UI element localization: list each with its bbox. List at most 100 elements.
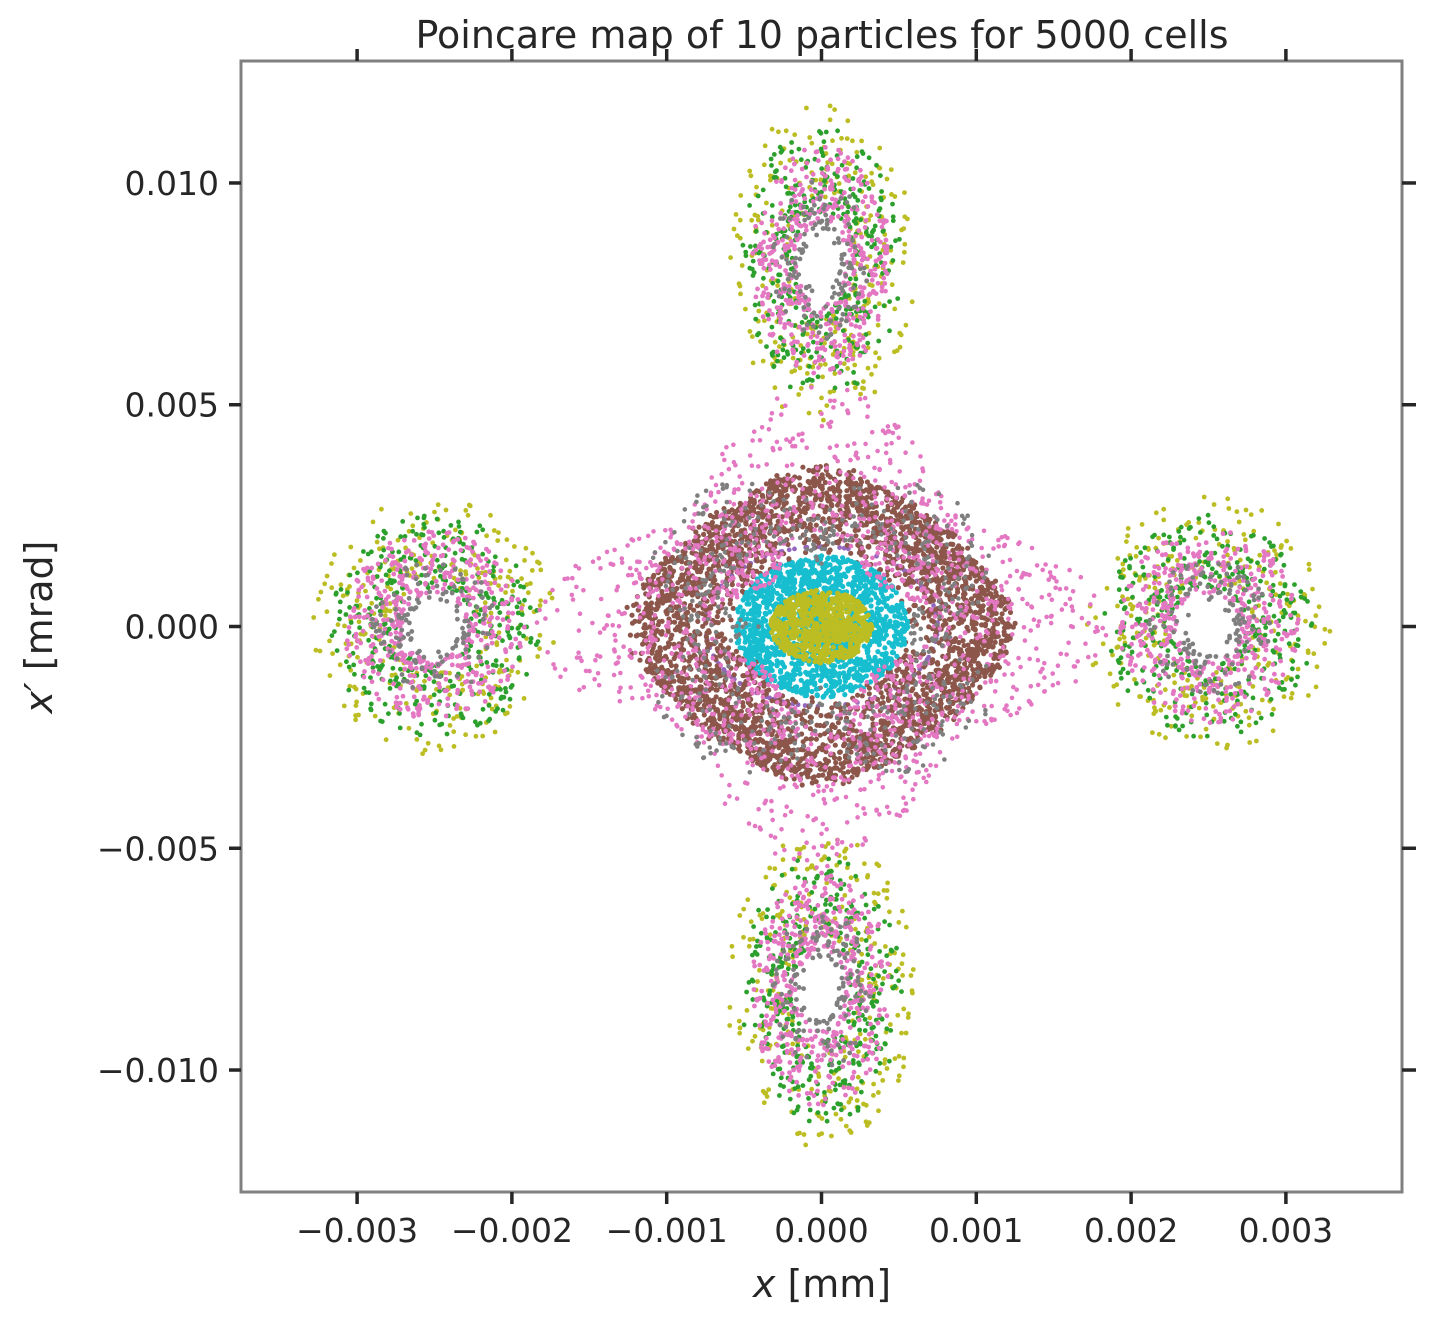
scatter-point: [740, 597, 746, 603]
scatter-point: [827, 766, 833, 772]
scatter-point: [833, 581, 840, 587]
scatter-point: [841, 743, 847, 749]
scatter-point: [737, 680, 743, 686]
scatter-point: [942, 553, 948, 559]
scatter-point: [731, 226, 737, 232]
scatter-point: [864, 479, 871, 485]
scatter-point: [981, 651, 987, 657]
scatter-point: [946, 704, 953, 711]
scatter-point: [797, 661, 803, 667]
scatter-point: [827, 117, 833, 123]
scatter-point: [755, 612, 761, 618]
scatter-point: [987, 606, 993, 612]
scatter-point: [977, 585, 983, 591]
scatter-point: [769, 590, 775, 596]
scatter-point: [968, 662, 974, 668]
scatter-point: [863, 673, 869, 679]
scatter-point: [864, 662, 870, 669]
scatter-point: [968, 561, 974, 567]
scatter-point: [772, 339, 778, 345]
scatter-point: [800, 464, 806, 470]
scatter-point: [866, 763, 872, 769]
scatter-point: [900, 629, 906, 635]
scatter-point: [779, 492, 785, 498]
scatter-point: [797, 482, 803, 488]
scatter-point: [728, 704, 734, 711]
scatter-point: [762, 657, 768, 664]
scatter-point: [887, 553, 893, 559]
scatter-point: [787, 679, 793, 685]
scatter-point: [669, 669, 675, 675]
scatter-point: [859, 667, 866, 673]
scatter-point: [733, 212, 739, 217]
scatter-point: [655, 680, 661, 686]
scatter-point: [878, 515, 884, 521]
scatter-point: [825, 498, 831, 504]
scatter-point: [745, 634, 751, 640]
scatter-point: [835, 540, 841, 546]
scatter-point: [977, 685, 983, 691]
scatter-point: [902, 610, 908, 616]
scatter-point: [854, 149, 860, 155]
scatter-point: [830, 693, 836, 699]
scatter-point: [673, 696, 679, 703]
scatter-point: [838, 761, 844, 767]
scatter-point: [717, 696, 724, 703]
scatter-point: [888, 593, 895, 599]
scatter-point: [967, 575, 973, 581]
scatter-point: [715, 708, 721, 714]
scatter-point: [695, 569, 701, 575]
scatter-point: [961, 642, 967, 649]
scatter-point: [787, 588, 793, 594]
scatter-point: [705, 641, 711, 647]
scatter-point: [854, 564, 861, 570]
scatter-point: [899, 499, 905, 505]
scatter-point: [951, 681, 957, 687]
scatter-point: [889, 604, 895, 611]
scatter-point: [827, 486, 833, 492]
scatter-point: [882, 628, 889, 634]
scatter-point: [851, 659, 857, 665]
scatter-point: [624, 604, 630, 611]
scatter-point: [969, 638, 975, 645]
scatter-point: [659, 588, 665, 595]
scatter-point: [768, 508, 774, 515]
scatter-point: [807, 767, 813, 773]
scatter-point: [743, 713, 749, 719]
scatter-point: [889, 509, 895, 515]
scatter-point: [827, 547, 833, 553]
scatter-point: [865, 648, 871, 654]
scatter-point: [853, 576, 859, 583]
scatter-point: [936, 578, 943, 584]
scatter-point: [775, 283, 780, 288]
scatter-point: [783, 776, 789, 782]
scatter-point: [693, 529, 699, 535]
scatter-point: [758, 762, 764, 768]
scatter-point: [792, 699, 799, 705]
scatter-point: [894, 667, 900, 674]
scatter-point: [985, 587, 991, 593]
scatter-point: [714, 509, 720, 516]
scatter-point: [757, 656, 763, 662]
scatter-point: [809, 780, 815, 786]
scatter-point: [963, 580, 969, 587]
scatter-point: [954, 545, 960, 551]
scatter-point: [772, 647, 778, 653]
scatter-point: [754, 488, 760, 494]
scatter-point: [911, 602, 917, 609]
scatter-point: [722, 636, 728, 642]
scatter-point: [642, 630, 648, 636]
scatter-point: [643, 605, 650, 611]
scatter-point: [833, 760, 839, 766]
scatter-point: [809, 695, 815, 701]
scatter-point: [835, 502, 841, 508]
scatter-point: [884, 659, 890, 665]
scatter-point: [672, 619, 678, 625]
scatter-point: [763, 618, 769, 624]
scatter-point: [759, 493, 765, 499]
scatter-point: [804, 570, 810, 576]
scatter-point: [704, 630, 710, 636]
scatter-point: [820, 694, 826, 700]
scatter-point: [687, 602, 694, 609]
scatter-point: [648, 600, 655, 606]
